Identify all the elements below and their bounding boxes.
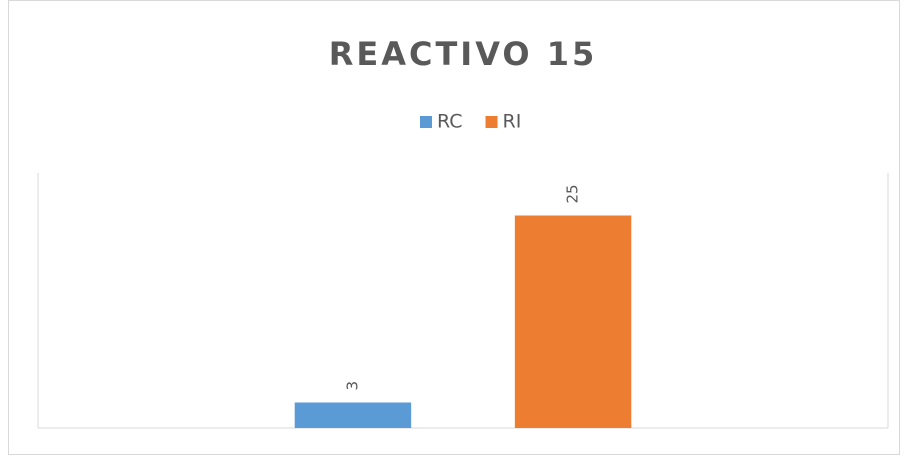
legend-swatch — [485, 116, 498, 128]
legend-label: RI — [503, 111, 522, 133]
data-label: 25 — [564, 184, 582, 203]
legend-label: RC — [437, 111, 463, 133]
bar — [514, 215, 632, 428]
bar — [294, 402, 412, 428]
data-label: 3 — [343, 381, 361, 391]
chart-title: REACTIVO 15 — [329, 35, 598, 73]
legend-swatch — [420, 116, 432, 128]
chart-frame — [8, 0, 900, 455]
